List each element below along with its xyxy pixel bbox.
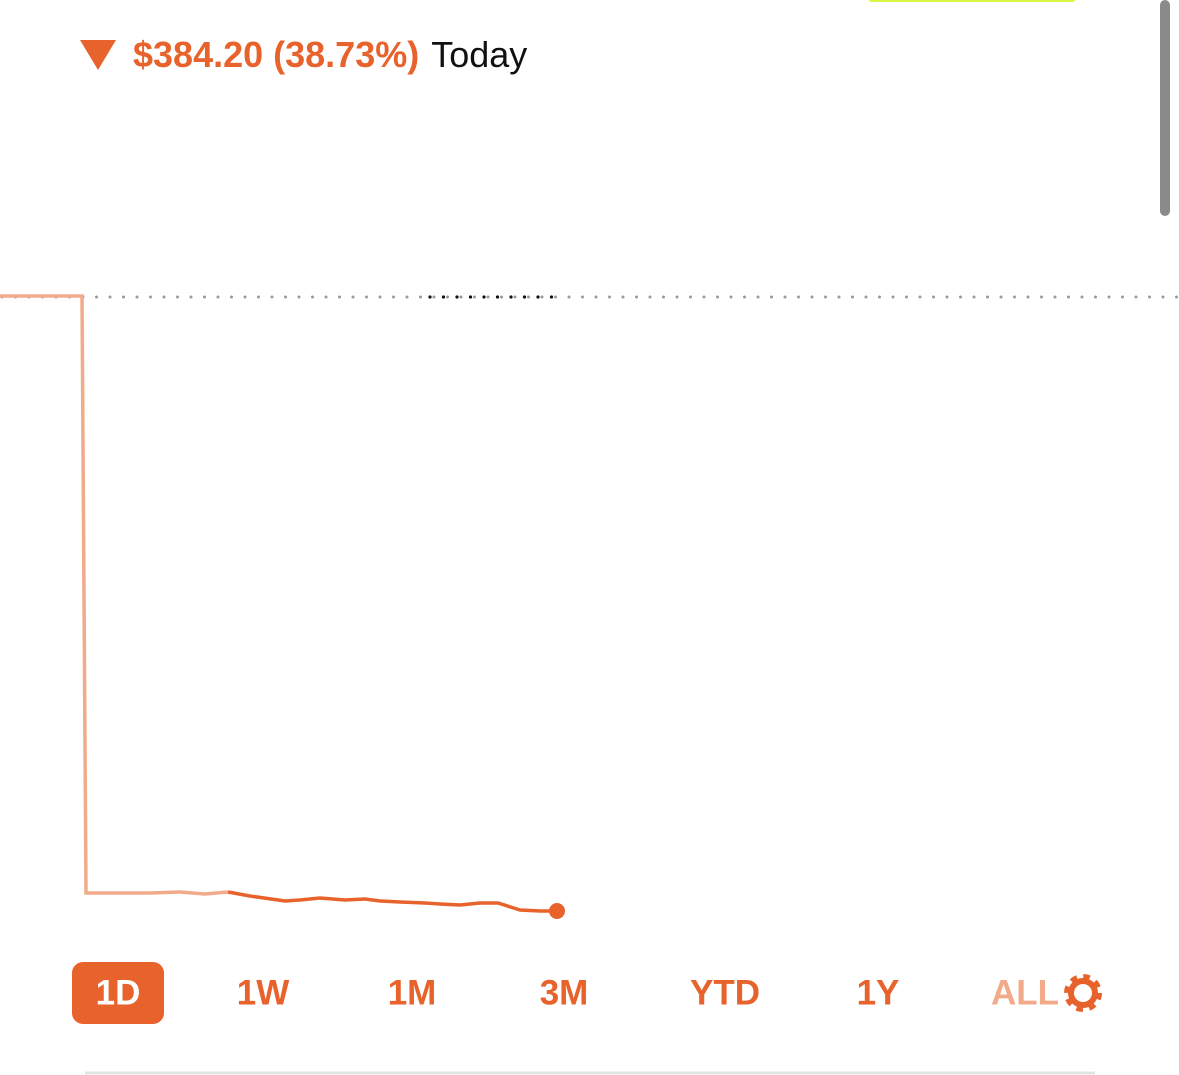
selected-tab-bg <box>72 962 164 1024</box>
down-arrow <box>80 40 116 70</box>
top-pill <box>868 0 1076 2</box>
change-line: $384.20 (38.73%) Today <box>133 34 527 75</box>
range-tab[interactable]: 1D <box>96 973 141 1012</box>
change: $384.20 (38.73%) <box>133 34 419 75</box>
range-tab[interactable]: 1Y <box>857 973 900 1012</box>
price-line <box>227 890 557 913</box>
range-tabs: 1D 1W 1M 3M YTD 1Y ALL <box>72 962 1059 1024</box>
range-tab[interactable]: 3M <box>540 973 589 1012</box>
range-tab[interactable]: 1W <box>237 973 290 1012</box>
price-line-previous <box>0 294 229 896</box>
range-tab[interactable]: YTD <box>690 973 760 1012</box>
period: Today <box>431 34 527 75</box>
gear-ring <box>1068 978 1098 1008</box>
settings-icon[interactable] <box>1064 974 1102 1012</box>
price-dot <box>549 903 565 919</box>
range-tab[interactable]: 1M <box>388 973 437 1012</box>
scrollbar <box>1160 0 1170 216</box>
range-tab[interactable]: ALL <box>991 973 1059 1012</box>
